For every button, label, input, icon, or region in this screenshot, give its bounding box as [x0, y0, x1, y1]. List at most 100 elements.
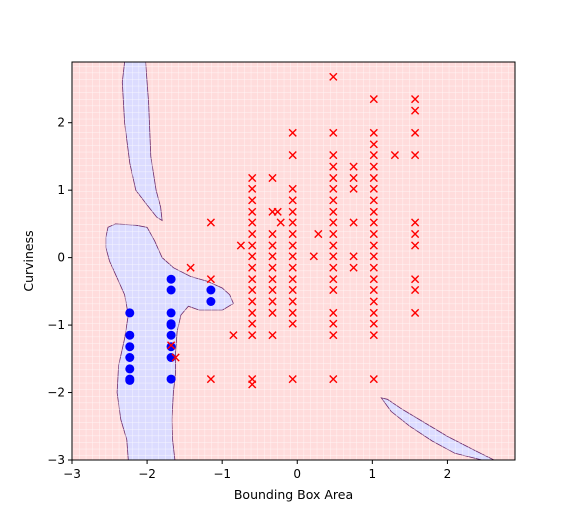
data-point-x [236, 241, 245, 250]
data-point-x [411, 308, 420, 317]
data-point-circle [166, 285, 176, 295]
data-point-x [329, 151, 338, 160]
data-point-x [288, 319, 297, 328]
data-point-x [369, 95, 378, 104]
data-point-circle [125, 375, 135, 385]
data-point-circle [125, 308, 135, 318]
data-point-x [171, 353, 180, 362]
data-point-x [369, 173, 378, 183]
data-point-x [248, 297, 257, 306]
data-point-x [369, 331, 378, 340]
data-point-circle [166, 274, 176, 284]
x-tick-label: −2 [138, 467, 156, 481]
data-point-x [329, 275, 338, 284]
data-point-x [329, 285, 338, 295]
data-point-x [288, 275, 297, 284]
data-point-x [349, 263, 358, 272]
data-point-x [248, 331, 257, 340]
x-tick-label: 1 [369, 467, 377, 481]
data-point-x [329, 72, 338, 81]
data-point-x [288, 375, 297, 384]
data-point-x [248, 207, 257, 216]
data-point-x [268, 252, 277, 261]
data-point-x [369, 241, 378, 250]
data-point-x [411, 106, 420, 115]
y-tick-label: −3 [47, 453, 65, 467]
data-point-x [248, 196, 257, 205]
data-point-x [206, 275, 215, 284]
plot-area [71, 61, 516, 461]
x-tick-label: −1 [213, 467, 231, 481]
data-point-x [268, 173, 277, 183]
data-point-x [314, 229, 323, 239]
data-point-circle [125, 342, 135, 352]
data-point-x [329, 207, 338, 216]
data-point-x [349, 184, 358, 193]
data-point-x [349, 218, 358, 227]
plot-frame [71, 61, 516, 461]
data-point-x [288, 229, 297, 239]
data-point-x [248, 308, 257, 317]
data-point-x [411, 229, 420, 239]
data-point-x [369, 252, 378, 261]
data-point-x [288, 285, 297, 295]
data-point-x [369, 128, 378, 137]
data-point-x [268, 263, 277, 272]
y-tick-label: −2 [47, 386, 65, 400]
data-point-x [329, 162, 338, 171]
data-point-x [369, 229, 378, 239]
x-axis-label: Bounding Box Area [234, 487, 353, 502]
data-point-x [369, 151, 378, 160]
y-axis-label: Curviness [21, 230, 36, 291]
data-point-x [411, 275, 420, 284]
data-point-x [276, 218, 285, 227]
data-point-x [288, 196, 297, 205]
data-point-x [329, 331, 338, 340]
x-tick-label: 2 [444, 467, 452, 481]
data-point-x [349, 252, 358, 261]
x-tick-label: 0 [293, 467, 301, 481]
data-point-x [288, 297, 297, 306]
data-point-x [248, 252, 257, 261]
data-point-x [369, 375, 378, 384]
data-point-x [329, 241, 338, 250]
data-point-x [329, 184, 338, 193]
data-point-x [369, 207, 378, 216]
data-point-x [369, 297, 378, 306]
data-point-x [167, 341, 176, 350]
data-point-x [369, 263, 378, 272]
data-point-circle [166, 374, 176, 384]
data-point-x [329, 229, 338, 239]
data-point-circle [166, 308, 176, 318]
data-point-x [288, 263, 297, 272]
data-point-x [268, 285, 277, 295]
data-point-x [206, 375, 215, 384]
y-tick-label: 0 [57, 251, 65, 265]
data-point-x [248, 319, 257, 328]
data-point-x [288, 151, 297, 160]
data-point-x [248, 218, 257, 227]
data-point-x [349, 173, 358, 183]
data-point-x [369, 140, 378, 149]
data-point-x [329, 252, 338, 261]
data-point-x [248, 285, 257, 295]
data-point-x [288, 218, 297, 227]
data-point-x [369, 308, 378, 317]
y-tick-label: 2 [57, 116, 65, 130]
data-point-x [411, 128, 420, 137]
data-point-x [411, 285, 420, 295]
data-point-x [288, 207, 297, 216]
data-point-x [206, 218, 215, 227]
data-point-x [273, 207, 282, 216]
data-point-x [268, 241, 277, 250]
data-point-x [411, 241, 420, 250]
y-tick-label: 1 [57, 183, 65, 197]
data-point-x [288, 308, 297, 317]
data-point-x [288, 252, 297, 261]
data-point-x [329, 128, 338, 137]
data-point-x [329, 218, 338, 227]
data-point-x [309, 252, 318, 261]
data-points [125, 72, 420, 389]
data-point-x [411, 151, 420, 160]
data-point-x [390, 151, 399, 160]
